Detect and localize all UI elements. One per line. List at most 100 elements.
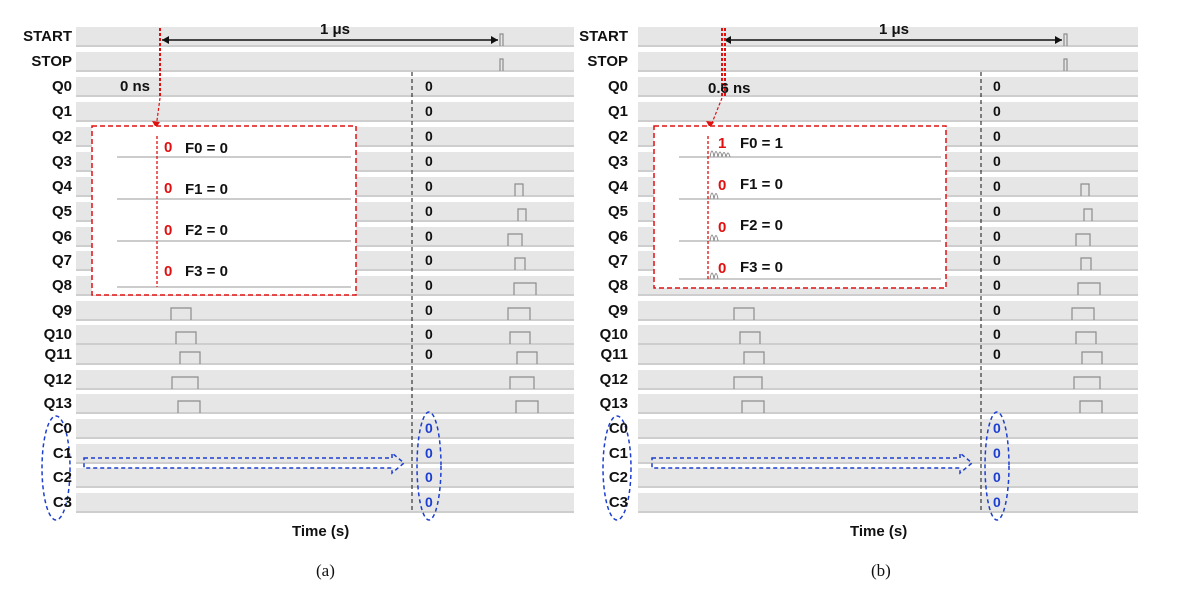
signal-label-q10: Q10 [43, 326, 72, 343]
output-value-q1: 0 [993, 103, 1001, 119]
signal-label-q5: Q5 [607, 203, 628, 220]
output-value-q10: 0 [993, 326, 1001, 342]
signal-row-c0 [76, 419, 574, 439]
output-value-q6: 0 [425, 228, 433, 244]
counter-value-c1: 0 [425, 445, 433, 461]
signal-label-q9: Q9 [51, 302, 72, 319]
signal-row-q9 [76, 301, 574, 321]
counter-labels-ellipse [602, 415, 632, 521]
signal-label-q8: Q8 [607, 277, 628, 294]
wave-pulse-q7 [514, 257, 526, 270]
interval-arrow-right-head [491, 36, 498, 44]
signal-label-c0: C0 [608, 420, 628, 437]
output-value-q5: 0 [425, 203, 433, 219]
fine-bit-0-a: 0 [164, 139, 173, 156]
stop-pulse [1063, 58, 1068, 71]
wave-pulse-q6 [507, 233, 523, 246]
fine-bit-0-b: 1 [718, 135, 727, 152]
signal-row-c0 [638, 419, 1138, 439]
interval-label-b: 1 μs [879, 21, 910, 38]
signal-label-q6: Q6 [607, 228, 628, 245]
signal-label-stop: STOP [31, 53, 72, 70]
signal-label-q11: Q11 [44, 346, 72, 363]
signal-label-q13: Q13 [599, 395, 628, 412]
output-value-q9: 0 [993, 302, 1001, 318]
signal-row-q0 [76, 77, 574, 97]
wave-pulse-q6 [1075, 233, 1091, 246]
wave-pulse-q4 [1080, 183, 1090, 196]
signal-row-q12 [638, 370, 1138, 390]
wave-pulse-q9 [733, 307, 755, 320]
signal-label-q7: Q7 [607, 252, 628, 269]
fine-edge-3 [709, 272, 719, 280]
output-value-q6: 0 [993, 228, 1001, 244]
wave-pulse-q10 [739, 331, 761, 344]
signal-label-q5: Q5 [51, 203, 72, 220]
signal-label-c3: C3 [52, 494, 72, 511]
counter-value-c0: 0 [425, 420, 433, 436]
signal-row-c3 [638, 493, 1138, 513]
signal-label-q1: Q1 [51, 103, 72, 120]
signal-row-q1 [76, 102, 574, 122]
timing-panel-b: START STOP Q0 Q1 Q2 Q3 Q4 Q5 Q6 Q7 Q8 Q9 Q10 Q11 Q12 Q1… [566, 0, 1177, 596]
counter-values-ellipse [416, 411, 442, 521]
counter-value-c0: 0 [993, 420, 1001, 436]
signal-label-q3: Q3 [607, 153, 628, 170]
fine-eq-3-b: F3 = 0 [740, 259, 783, 276]
signal-label-q13: Q13 [43, 395, 72, 412]
output-value-q8: 0 [993, 277, 1001, 293]
signal-label-q6: Q6 [51, 228, 72, 245]
output-value-q4: 0 [993, 178, 1001, 194]
fine-bit-3-a: 0 [164, 263, 173, 280]
signal-row-q1 [638, 102, 1138, 122]
wave-pulse-q10 [1075, 331, 1097, 344]
output-value-q9: 0 [425, 302, 433, 318]
wave-pulse-q8 [1077, 282, 1101, 295]
wave-pulse-q11 [743, 351, 765, 364]
signal-row-q10 [638, 325, 1138, 345]
wave-pulse-q4 [514, 183, 524, 196]
wave-pulse-q11 [516, 351, 538, 364]
wave-pulse-q12 [1073, 376, 1101, 389]
output-value-q1: 0 [425, 103, 433, 119]
time-axis-label-b: Time (s) [850, 523, 908, 540]
wave-pulse-q9 [1071, 307, 1095, 320]
signal-label-c0: C0 [52, 420, 72, 437]
counter-progress-arrow [651, 451, 974, 475]
signal-label-c3: C3 [608, 494, 628, 511]
wave-pulse-q10 [175, 331, 197, 344]
fine-eq-2-b: F2 = 0 [740, 217, 783, 234]
fine-bit-1-b: 0 [718, 177, 727, 194]
output-value-q7: 0 [993, 252, 1001, 268]
signal-row-q11 [638, 345, 1138, 365]
fine-eq-2-a: F2 = 0 [185, 222, 228, 239]
wave-pulse-q13 [515, 400, 539, 413]
signal-label-q12: Q12 [43, 371, 72, 388]
fine-bit-box [91, 125, 357, 296]
wave-pulse-q13 [1079, 400, 1103, 413]
signal-row-c3 [76, 493, 574, 513]
fine-bit-3-b: 0 [718, 260, 727, 277]
timing-panel-a: START STOP Q0 Q1 Q2 Q3 Q4 Q5 Q6 Q7 Q8 Q9 Q10 Q11 Q12 Q1… [0, 0, 588, 596]
signal-row-q11 [76, 345, 574, 365]
output-value-q7: 0 [425, 252, 433, 268]
signal-row-q10 [76, 325, 574, 345]
output-value-q4: 0 [425, 178, 433, 194]
interval-arrow-left-head [724, 36, 731, 44]
output-value-q3: 0 [993, 153, 1001, 169]
fine-eq-1-a: F1 = 0 [185, 181, 228, 198]
signal-row-start [638, 27, 1138, 47]
fine-eq-1-b: F1 = 0 [740, 176, 783, 193]
fine-bit-box [653, 125, 947, 289]
fine-edge-2 [709, 234, 719, 242]
interval-label-a: 1 μs [320, 21, 351, 38]
signal-label-q12: Q12 [599, 371, 628, 388]
fine-edge-1 [709, 192, 719, 200]
stop-pulse [499, 58, 504, 71]
signal-label-q4: Q4 [607, 178, 628, 195]
wave-pulse-q10 [509, 331, 531, 344]
signal-row-c1 [76, 444, 574, 464]
waveform-canvas-b [602, 27, 1138, 521]
counter-value-c2: 0 [993, 469, 1001, 485]
signal-label-q1: Q1 [607, 103, 628, 120]
